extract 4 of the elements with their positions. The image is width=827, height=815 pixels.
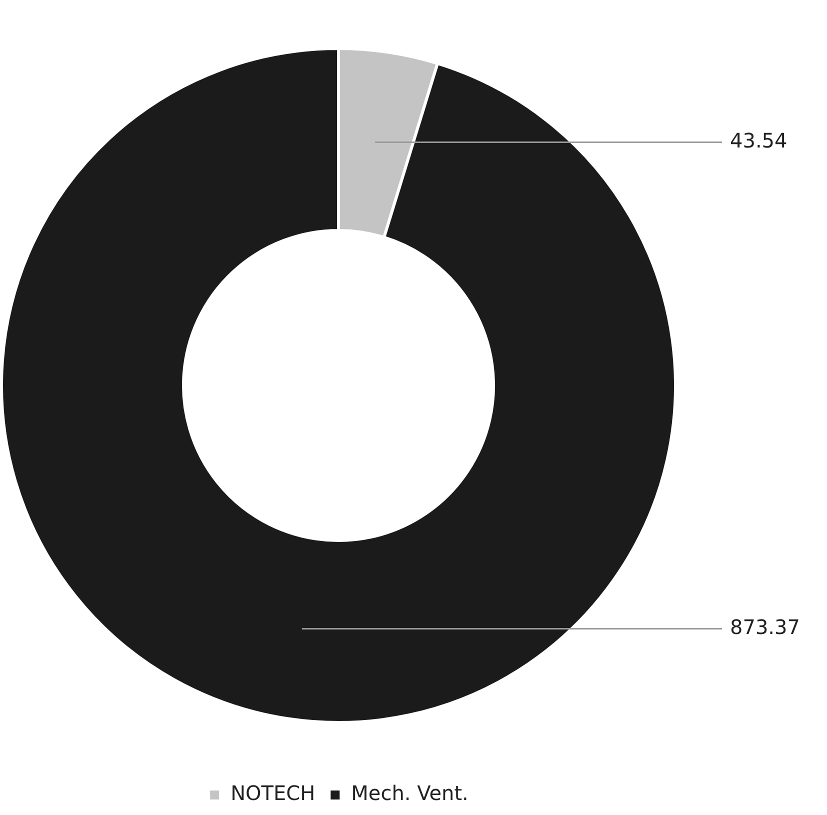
- data-label: 43.54: [730, 128, 788, 152]
- legend-label: Mech. Vent.: [351, 781, 468, 806]
- data-label: 873.37: [730, 614, 800, 639]
- legend-label: NOTECH: [230, 781, 316, 806]
